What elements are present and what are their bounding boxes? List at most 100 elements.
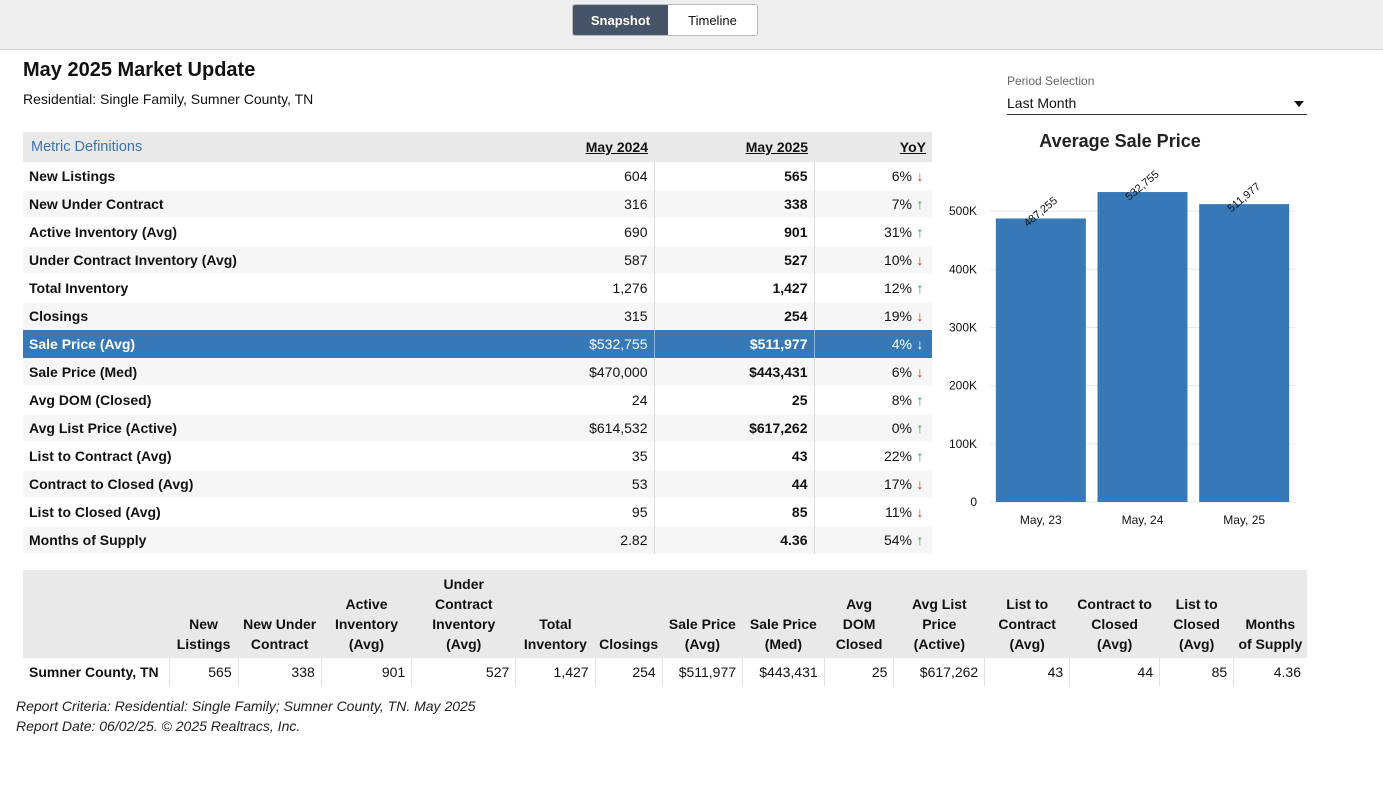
chart-title: Average Sale Price	[1039, 131, 1200, 151]
metric-value-2025: 338	[654, 190, 815, 218]
summary-header: Months of Supply	[1233, 570, 1307, 658]
y-tick-label: 500K	[949, 204, 977, 218]
metric-value-2025: $511,977	[654, 330, 815, 358]
metric-value-2024: 53	[492, 470, 655, 498]
period-select[interactable]: Last Month	[1007, 93, 1307, 115]
chart-bar[interactable]	[1199, 204, 1290, 502]
metric-row[interactable]: List to Closed (Avg) 95 85 11% ↓	[23, 498, 932, 526]
chart-bar[interactable]	[995, 218, 1086, 503]
summary-value: 85	[1159, 658, 1235, 686]
metric-name: New Listings	[23, 162, 492, 190]
arrow-up-icon: ↑	[916, 392, 924, 408]
metric-value-2025-text: 254	[784, 308, 808, 324]
report-footer: Report Criteria: Residential: Single Fam…	[16, 696, 476, 736]
metric-value-2025-text: $511,977	[749, 336, 808, 352]
summary-header: Sale Price (Med)	[742, 570, 825, 658]
metric-value-2024-text: 95	[631, 504, 648, 520]
metric-name: Avg List Price (Active)	[23, 414, 492, 442]
metric-row[interactable]: Contract to Closed (Avg) 53 44 17% ↓	[23, 470, 932, 498]
metric-value-2024-text: $614,532	[589, 420, 648, 436]
page-title: May 2025 Market Update	[23, 59, 256, 81]
metric-row[interactable]: New Listings 604 565 6% ↓	[23, 162, 932, 190]
metric-value-2025-text: $617,262	[749, 420, 808, 436]
metric-row[interactable]: Active Inventory (Avg) 690 901 31% ↑	[23, 218, 932, 246]
arrow-up-icon: ↑	[916, 224, 924, 240]
arrow-down-icon: ↓	[916, 168, 924, 184]
arrow-down-icon: ↓	[916, 364, 924, 380]
metric-name: Active Inventory (Avg)	[23, 218, 492, 246]
y-tick-label: 400K	[949, 262, 977, 276]
metric-row[interactable]: New Under Contract 316 338 7% ↑	[23, 190, 932, 218]
summary-header: Under Contract Inventory (Avg)	[411, 570, 516, 658]
col-may-2024[interactable]: May 2024	[492, 132, 654, 162]
metric-value-2024: 316	[492, 190, 655, 218]
arrow-down-icon: ↓	[916, 252, 924, 268]
metric-value-2024-text: 690	[624, 224, 648, 240]
metric-name-text: Total Inventory	[29, 280, 129, 296]
metric-value-2024: 95	[492, 498, 655, 526]
metric-row[interactable]: Months of Supply 2.82 4.36 54% ↑	[23, 526, 932, 554]
period-selection: Period Selection Last Month	[1007, 74, 1307, 115]
y-tick-label: 200K	[949, 379, 977, 393]
metric-definitions-link[interactable]: Metric Definitions	[23, 132, 492, 162]
metric-yoy: 11% ↓	[814, 498, 932, 526]
summary-value: 44	[1069, 658, 1161, 686]
metric-name: Months of Supply	[23, 526, 492, 554]
col-yoy[interactable]: YoY	[814, 132, 932, 162]
metric-value-2025-text: 338	[784, 196, 808, 212]
metric-value-2025: 1,427	[654, 274, 815, 302]
metric-yoy: 19% ↓	[814, 302, 932, 330]
chart-bar[interactable]	[1097, 192, 1188, 502]
x-tick-label: May, 24	[1122, 513, 1164, 527]
metric-value-2025-text: 527	[784, 252, 808, 268]
timeline-tab[interactable]: Timeline	[667, 5, 757, 35]
metric-name: Sale Price (Avg)	[23, 330, 492, 358]
metric-yoy: 0% ↑	[814, 414, 932, 442]
summary-value: 254	[595, 658, 663, 686]
metric-row[interactable]: Avg DOM (Closed) 24 25 8% ↑	[23, 386, 932, 414]
metric-value-2024: $532,755	[492, 330, 655, 358]
metric-name-text: List to Contract (Avg)	[29, 448, 172, 464]
summary-header: Avg DOM Closed	[824, 570, 894, 658]
col-may-2025[interactable]: May 2025	[654, 132, 814, 162]
metric-value-2024: 315	[492, 302, 655, 330]
metric-yoy: 17% ↓	[814, 470, 932, 498]
metric-name: Total Inventory	[23, 274, 492, 302]
arrow-up-icon: ↑	[916, 448, 924, 464]
metric-value-2024-text: 587	[624, 252, 648, 268]
metric-row[interactable]: Under Contract Inventory (Avg) 587 527 10% ↓	[23, 246, 932, 274]
metrics-table: Metric Definitions May 2024 May 2025 YoY…	[23, 132, 932, 554]
summary-value: 901	[321, 658, 413, 686]
metric-row[interactable]: Sale Price (Avg) $532,755 $511,977 4% ↓	[23, 330, 932, 358]
metric-yoy-text: 54%	[883, 532, 912, 548]
metric-name: Avg DOM (Closed)	[23, 386, 492, 414]
metric-value-2024-text: 2.82	[620, 532, 648, 548]
metric-row[interactable]: Avg List Price (Active) $614,532 $617,262 0…	[23, 414, 932, 442]
average-sale-price-chart: Average Sale Price 0 100K 200K 300K 400K 500K M…	[949, 131, 1295, 527]
metric-row[interactable]: List to Contract (Avg) 35 43 22% ↑	[23, 442, 932, 470]
metric-name: List to Closed (Avg)	[23, 498, 492, 526]
summary-header: List to Closed (Avg)	[1159, 570, 1234, 658]
summary-header: Total Inventory	[515, 570, 596, 658]
metric-value-2025-text: 25	[791, 392, 808, 408]
arrow-down-icon: ↓	[916, 308, 924, 324]
metric-row[interactable]: Total Inventory 1,276 1,427 12% ↑	[23, 274, 932, 302]
summary-value: $443,431	[742, 658, 825, 686]
metric-yoy-text: 19%	[883, 308, 912, 324]
metric-value-2025: $443,431	[654, 358, 815, 386]
report-date: Report Date: 06/02/25. © 2025 Realtracs,…	[16, 718, 301, 734]
y-tick-label: 300K	[949, 320, 977, 334]
metric-value-2024-text: $532,755	[589, 336, 648, 352]
arrow-up-icon: ↑	[916, 420, 924, 436]
metric-name-text: New Under Contract	[29, 196, 164, 212]
metric-value-2025-text: 1,427	[772, 280, 808, 296]
metric-row[interactable]: Sale Price (Med) $470,000 $443,431 6% ↓	[23, 358, 932, 386]
top-bar: Snapshot Timeline	[0, 0, 1383, 50]
metric-name-text: List to Closed (Avg)	[29, 504, 161, 520]
snapshot-tab[interactable]: Snapshot	[573, 5, 668, 35]
metric-value-2025-text: 44	[791, 476, 808, 492]
metric-value-2024: 35	[492, 442, 655, 470]
report-criteria: Report Criteria: Residential: Single Fam…	[16, 698, 476, 714]
metric-row[interactable]: Closings 315 254 19% ↓	[23, 302, 932, 330]
summary-value: 25	[824, 658, 895, 686]
